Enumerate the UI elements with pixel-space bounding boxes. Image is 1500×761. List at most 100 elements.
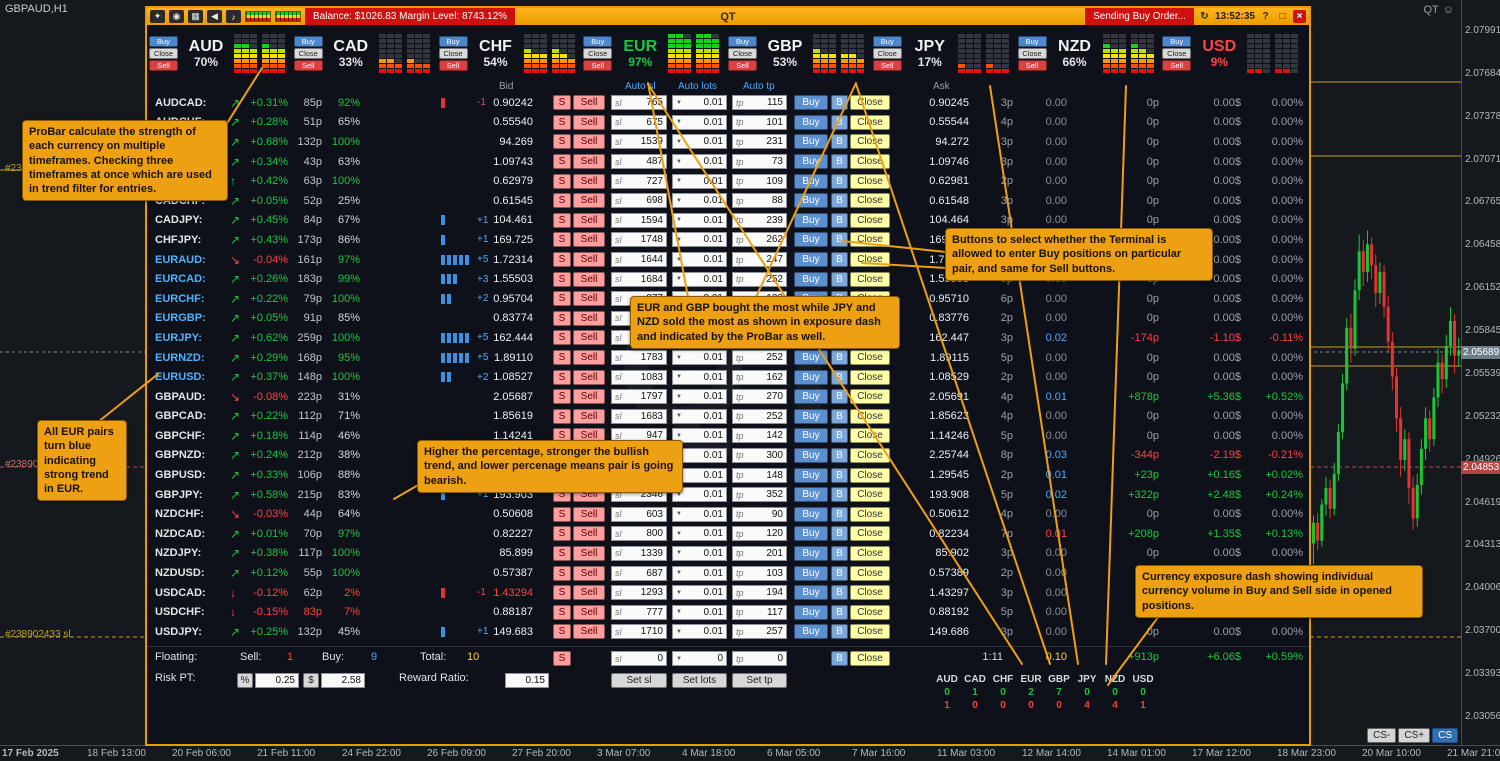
lots-input[interactable]: ▼0.01	[672, 350, 727, 366]
buy-enable-button[interactable]: B	[831, 389, 848, 405]
dropdown-caret-icon[interactable]: ▼	[676, 217, 682, 224]
sell-button[interactable]: Sell	[573, 526, 605, 542]
dropdown-caret-icon[interactable]: ▼	[676, 158, 682, 165]
buy-enable-button[interactable]: B	[831, 154, 848, 170]
chart-icon[interactable]: ▦	[188, 10, 203, 23]
sell-button[interactable]: Sell	[573, 95, 605, 111]
sell-button[interactable]: Sell	[573, 154, 605, 170]
buy-button[interactable]: Buy	[794, 526, 828, 542]
close-button[interactable]: Close	[850, 114, 890, 130]
sl-input[interactable]: sl 487	[611, 154, 667, 170]
currency-sell-button[interactable]: Sell	[438, 60, 468, 71]
close-button[interactable]: Close	[850, 408, 890, 424]
risk-percent-input[interactable]: 0.25	[255, 672, 299, 688]
buy-enable-button[interactable]: B	[831, 134, 848, 150]
sell-button[interactable]: Sell	[573, 114, 605, 130]
currency-close-button[interactable]: Close	[583, 48, 613, 59]
sell-all-enable-button[interactable]: S	[553, 651, 571, 666]
dropdown-caret-icon[interactable]: ▼	[676, 609, 682, 616]
sell-enable-button[interactable]: S	[553, 545, 571, 561]
dropdown-caret-icon[interactable]: ▼	[676, 550, 682, 557]
currency-close-button[interactable]: Close	[149, 48, 178, 59]
lots-input[interactable]: ▼0.01	[672, 604, 727, 620]
close-button[interactable]: Close	[850, 232, 890, 248]
set-sl-button[interactable]: Set sl	[611, 672, 667, 688]
buy-button[interactable]: Buy	[794, 114, 828, 130]
sell-button[interactable]: Sell	[573, 330, 605, 346]
sell-enable-button[interactable]: S	[553, 389, 571, 405]
close-button[interactable]: Close	[850, 173, 890, 189]
sl-input[interactable]: sl 1783	[611, 350, 667, 366]
close-button[interactable]: Close	[850, 565, 890, 581]
buy-enable-button[interactable]: B	[831, 428, 848, 444]
lots-input[interactable]: ▼0.01	[672, 369, 727, 385]
sell-enable-button[interactable]: S	[553, 212, 571, 228]
refresh-icon[interactable]: ↻	[1200, 11, 1209, 22]
buy-button[interactable]: Buy	[794, 624, 828, 640]
close-all-button[interactable]: Close	[850, 651, 890, 666]
currency-sell-button[interactable]: Sell	[583, 60, 613, 71]
close-icon[interactable]: ×	[1293, 10, 1306, 23]
buy-button[interactable]: Buy	[794, 604, 828, 620]
tp-input[interactable]: tp 109	[732, 173, 787, 189]
buy-enable-button[interactable]: B	[831, 467, 848, 483]
close-button[interactable]: Close	[850, 585, 890, 601]
sell-enable-button[interactable]: S	[553, 369, 571, 385]
sl-input[interactable]: sl 765	[611, 95, 667, 111]
close-button[interactable]: Close	[850, 604, 890, 620]
sell-enable-button[interactable]: S	[553, 585, 571, 601]
sl-input[interactable]: sl 1710	[611, 624, 667, 640]
buy-enable-button[interactable]: B	[831, 408, 848, 424]
lots-input[interactable]: ▼0.01	[672, 232, 727, 248]
currency-sell-button[interactable]: Sell	[293, 60, 323, 71]
currency-buy-button[interactable]: Buy	[1162, 36, 1192, 47]
lots-input[interactable]: ▼0.01	[672, 252, 727, 268]
buy-enable-button[interactable]: B	[831, 565, 848, 581]
close-button[interactable]: Close	[850, 487, 890, 503]
sl-input[interactable]: sl 675	[611, 114, 667, 130]
cs-plus-button[interactable]: CS+	[1398, 728, 1431, 743]
buy-button[interactable]: Buy	[794, 134, 828, 150]
tp-input[interactable]: tp 103	[732, 565, 787, 581]
buy-enable-button[interactable]: B	[831, 624, 848, 640]
lots-input[interactable]: ▼0.01	[672, 134, 727, 150]
restore-icon[interactable]: □	[1279, 11, 1286, 22]
close-button[interactable]: Close	[850, 389, 890, 405]
tp-input[interactable]: tp 231	[732, 134, 787, 150]
sell-button[interactable]: Sell	[573, 310, 605, 326]
buy-button[interactable]: Buy	[794, 447, 828, 463]
dropdown-caret-icon[interactable]: ▼	[676, 256, 682, 263]
sl-input[interactable]: sl 603	[611, 506, 667, 522]
currency-close-button[interactable]: Close	[293, 48, 323, 59]
tp-input[interactable]: tp 300	[732, 447, 787, 463]
sell-button[interactable]: Sell	[573, 134, 605, 150]
lots-input[interactable]: ▼0.01	[672, 114, 727, 130]
compass-icon[interactable]: ✦	[150, 10, 165, 23]
lots-input[interactable]: ▼0.01	[672, 193, 727, 209]
currency-sell-button[interactable]: Sell	[1162, 60, 1192, 71]
cs-button[interactable]: CS	[1432, 728, 1458, 743]
close-button[interactable]: Close	[850, 428, 890, 444]
lots-input[interactable]: ▼0.01	[672, 173, 727, 189]
sell-button[interactable]: Sell	[573, 604, 605, 620]
sell-button[interactable]: Sell	[573, 271, 605, 287]
close-button[interactable]: Close	[850, 447, 890, 463]
tp-input[interactable]: tp 73	[732, 154, 787, 170]
buy-button[interactable]: Buy	[794, 271, 828, 287]
sl-input[interactable]: sl 1748	[611, 232, 667, 248]
sell-enable-button[interactable]: S	[553, 114, 571, 130]
buy-enable-button[interactable]: B	[831, 526, 848, 542]
buy-button[interactable]: Buy	[794, 506, 828, 522]
buy-enable-button[interactable]: B	[831, 232, 848, 248]
sl-input[interactable]: sl 1539	[611, 134, 667, 150]
dropdown-caret-icon[interactable]: ▼	[676, 628, 682, 635]
close-button[interactable]: Close	[850, 350, 890, 366]
dropdown-caret-icon[interactable]: ▼	[676, 374, 682, 381]
set-lots-button[interactable]: Set lots	[672, 672, 727, 688]
sell-button[interactable]: Sell	[573, 252, 605, 268]
lots-input[interactable]: ▼0.01	[672, 154, 727, 170]
sl-input[interactable]: sl 1684	[611, 271, 667, 287]
close-button[interactable]: Close	[850, 212, 890, 228]
dropdown-caret-icon[interactable]: ▼	[676, 530, 682, 537]
buy-button[interactable]: Buy	[794, 212, 828, 228]
